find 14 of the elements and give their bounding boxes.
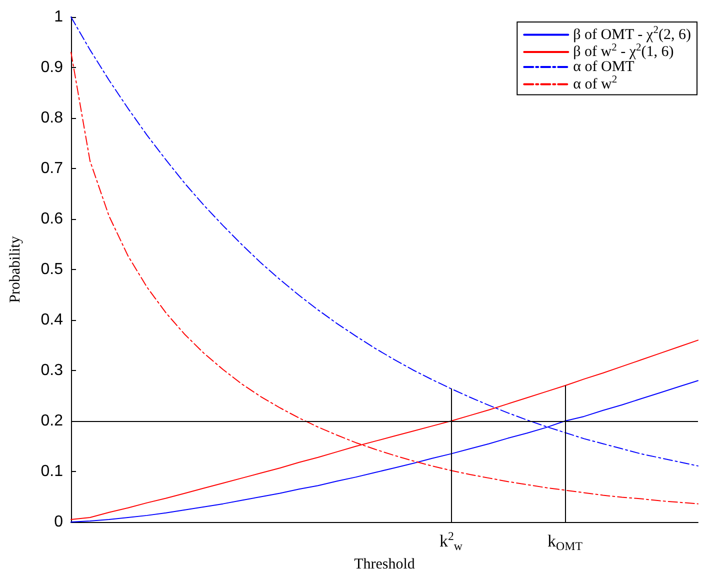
y-tick-label: 0.3 [40, 362, 64, 379]
y-tick-label: 0.6 [40, 210, 64, 228]
y-tick-label: 0.5 [40, 261, 64, 278]
y-tick-label: 0.1 [40, 463, 64, 480]
y-tick-label: 0 [54, 514, 64, 530]
y-tick-label: 0.8 [40, 110, 64, 126]
y-tick-label: 0.4 [40, 312, 64, 328]
y-tick-label: 0.9 [40, 59, 64, 76]
y-axis-title: Probability [8, 236, 24, 303]
y-tick-label: 0.7 [40, 160, 64, 177]
legend-label: α of OMT [573, 59, 634, 75]
y-tick-label: 1 [54, 8, 64, 26]
x-axis-title: Threshold [354, 556, 416, 572]
y-tick-label: 0.2 [40, 412, 64, 430]
